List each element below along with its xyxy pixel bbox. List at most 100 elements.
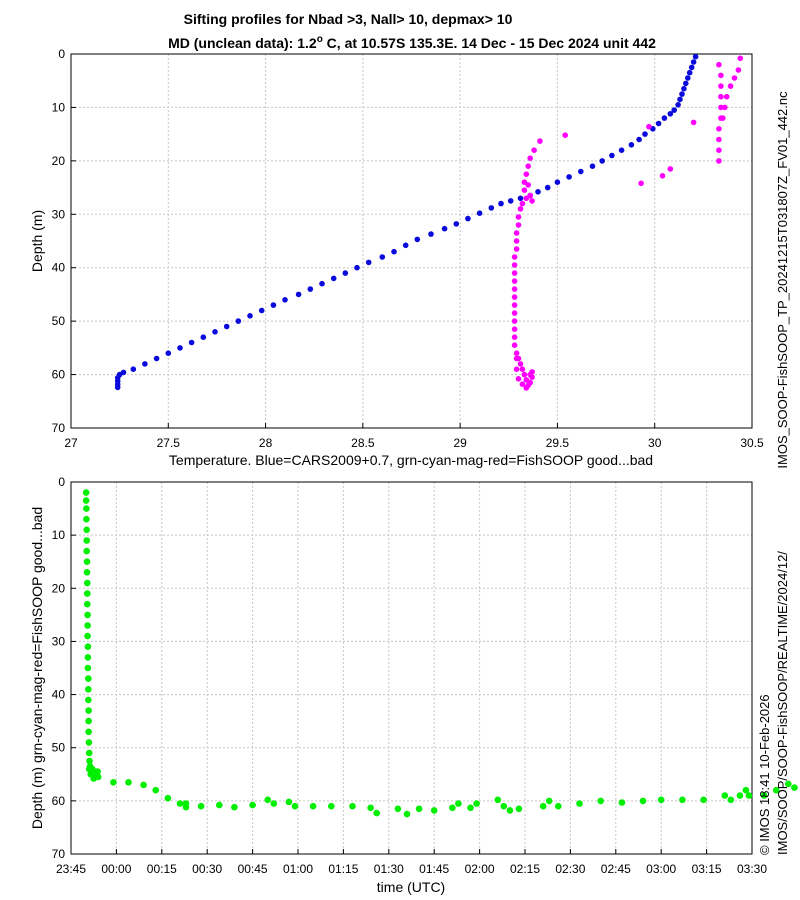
data-point-blue [488,205,495,211]
data-point-green [83,558,91,565]
data-point-magenta [716,126,722,132]
data-point-blue [609,152,615,159]
data-point-green [791,784,798,791]
data-point-blue [441,225,448,232]
data-point-blue [476,210,483,216]
data-point-green [82,489,90,496]
plot2-xlabel: time (UTC) [377,879,445,895]
data-point-blue [507,198,514,204]
data-point-magenta [511,318,518,324]
data-point-blue [330,275,337,282]
data-point-magenta [735,67,742,73]
data-point-green [84,590,91,597]
data-point-blue [690,59,697,65]
data-point-magenta [513,238,520,244]
data-point-magenta [527,379,533,386]
data-point-green [85,707,92,714]
plot2-xtick-label: 01:30 [374,862,404,876]
data-point-green [140,781,147,789]
data-point-green [727,796,735,804]
data-point-green [85,765,93,773]
data-point-magenta [537,138,543,144]
data-point-blue [165,350,172,357]
data-point-magenta [716,61,722,68]
data-point-green [264,796,272,804]
plot1-xtick-label: 27 [64,436,78,450]
data-point-blue [667,111,674,117]
data-point-green [515,805,523,813]
plot2-xtick-label: 00:30 [192,862,222,876]
data-point-green [85,739,93,746]
plot2-ylabel: Depth (m) grn-cyan-mag-red=FishSOOP good… [29,507,45,829]
data-point-green [84,643,92,650]
data-point-blue [655,120,662,127]
data-point-blue [566,174,572,180]
data-point-magenta [727,83,734,89]
plot1-ytick-label: 60 [52,368,66,382]
plot2-ytick-label: 60 [52,794,66,808]
data-point-green [164,794,172,802]
side-label-path: IMOS/SOOP/SOOP-FishSOOP/REALTIME/2024/12… [775,551,790,855]
data-point-green [785,780,792,788]
data-point-blue [671,107,677,113]
plot1-ytick-label: 0 [58,47,65,61]
data-point-green [373,809,381,817]
data-point-magenta [638,180,644,187]
data-point-green [455,800,462,807]
data-point-green [349,802,356,810]
title-degree-superscript: o [317,34,323,45]
data-point-magenta [718,83,724,89]
data-point-green [84,579,91,587]
data-point-magenta [525,163,531,169]
data-point-blue [636,136,642,143]
plot1-xtick-label: 30 [648,436,662,450]
data-point-magenta [511,286,518,292]
data-point-blue [677,96,683,103]
data-point-blue [642,131,648,137]
data-point-magenta [513,350,520,357]
plot2-xtick-label: 00:45 [238,862,268,876]
data-point-green [249,801,256,809]
data-point-green [125,779,132,786]
plot1-xtick-label: 30.5 [740,436,764,450]
plot2-xtick-label: 02:45 [601,862,631,876]
plot1-points [114,53,744,391]
data-point-blue [517,195,524,202]
side-label-copyright: © IMOS 18:41 10-Feb-2026 [757,694,772,855]
chart-title-line2: MD (unclean data): 1.2o C, at 10.57S 135… [168,34,656,51]
data-point-magenta [519,381,526,388]
data-point-magenta [659,173,666,179]
data-point-green [85,717,92,725]
data-point-green [83,569,91,576]
data-point-magenta [737,55,744,62]
title-md-prefix: MD (unclean data): 1.2 [168,35,317,51]
data-point-green [83,526,90,534]
data-point-blue [130,366,137,373]
data-point-green [555,802,562,810]
data-point-green [415,805,423,813]
data-point-blue [188,339,195,346]
data-point-magenta [716,136,722,143]
data-point-blue [599,158,605,164]
data-point-blue [247,313,253,319]
data-point-magenta [562,132,568,138]
data-point-blue [428,231,434,237]
data-point-green [721,792,729,799]
data-point-green [285,798,293,806]
data-point-green [449,804,456,812]
plot2-xtick-label: 03:30 [737,862,767,876]
plot2-xtick-label: 01:00 [283,862,313,876]
data-point-magenta [667,166,674,172]
data-point-blue [692,53,699,60]
data-point-blue [628,142,635,148]
data-point-magenta [722,104,728,111]
data-point-magenta [523,171,530,177]
data-point-magenta [718,115,724,121]
data-point-blue [498,200,504,207]
plot1-xtick-label: 29 [453,436,467,450]
plot1-xtick-label: 29.5 [546,436,570,450]
data-point-green [403,810,411,818]
data-point-magenta [529,198,535,204]
data-point-blue [465,215,471,222]
data-point-blue [402,242,409,249]
